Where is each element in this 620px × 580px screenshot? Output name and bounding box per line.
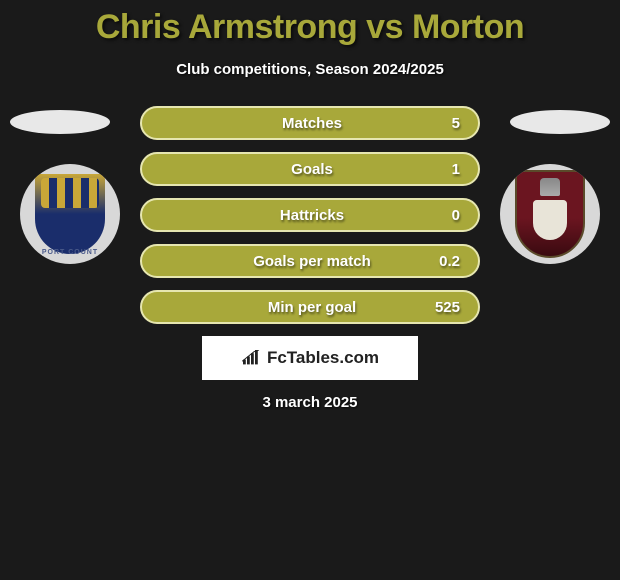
stat-label: Goals (160, 161, 424, 178)
left-crest-shield (35, 174, 105, 254)
brand-text: FcTables.com (267, 348, 379, 368)
stat-row-min-per-goal: Min per goal 525 (140, 290, 480, 324)
left-team-crest: PORT COUNT (20, 164, 120, 264)
stat-rows: Matches 5 Goals 1 Hattricks 0 Goals per … (140, 106, 480, 324)
stat-value: 1 (424, 161, 460, 178)
bar-chart-icon (241, 350, 261, 366)
stat-row-hattricks: Hattricks 0 (140, 198, 480, 232)
stat-value: 525 (424, 299, 460, 316)
stat-label: Matches (160, 115, 424, 132)
stat-row-goals: Goals 1 (140, 152, 480, 186)
stat-value: 0 (424, 207, 460, 224)
date-line: 3 march 2025 (0, 394, 620, 411)
subtitle: Club competitions, Season 2024/2025 (0, 61, 620, 78)
main-area: PORT COUNT Matches 5 Goals 1 Hattricks 0… (0, 106, 620, 324)
stat-value: 0.2 (424, 253, 460, 270)
right-crest-shield (515, 170, 585, 258)
stats-card: Chris Armstrong vs Morton Club competiti… (0, 0, 620, 411)
right-ellipse-decoration (510, 110, 610, 134)
brand-box[interactable]: FcTables.com (202, 336, 418, 380)
left-crest-ring-text: PORT COUNT (20, 249, 120, 256)
left-ellipse-decoration (10, 110, 110, 134)
right-team-crest (500, 164, 600, 264)
stat-label: Min per goal (160, 299, 424, 316)
stat-label: Goals per match (160, 253, 424, 270)
stat-value: 5 (424, 115, 460, 132)
stat-row-goals-per-match: Goals per match 0.2 (140, 244, 480, 278)
stat-label: Hattricks (160, 207, 424, 224)
page-title: Chris Armstrong vs Morton (0, 8, 620, 47)
stat-row-matches: Matches 5 (140, 106, 480, 140)
